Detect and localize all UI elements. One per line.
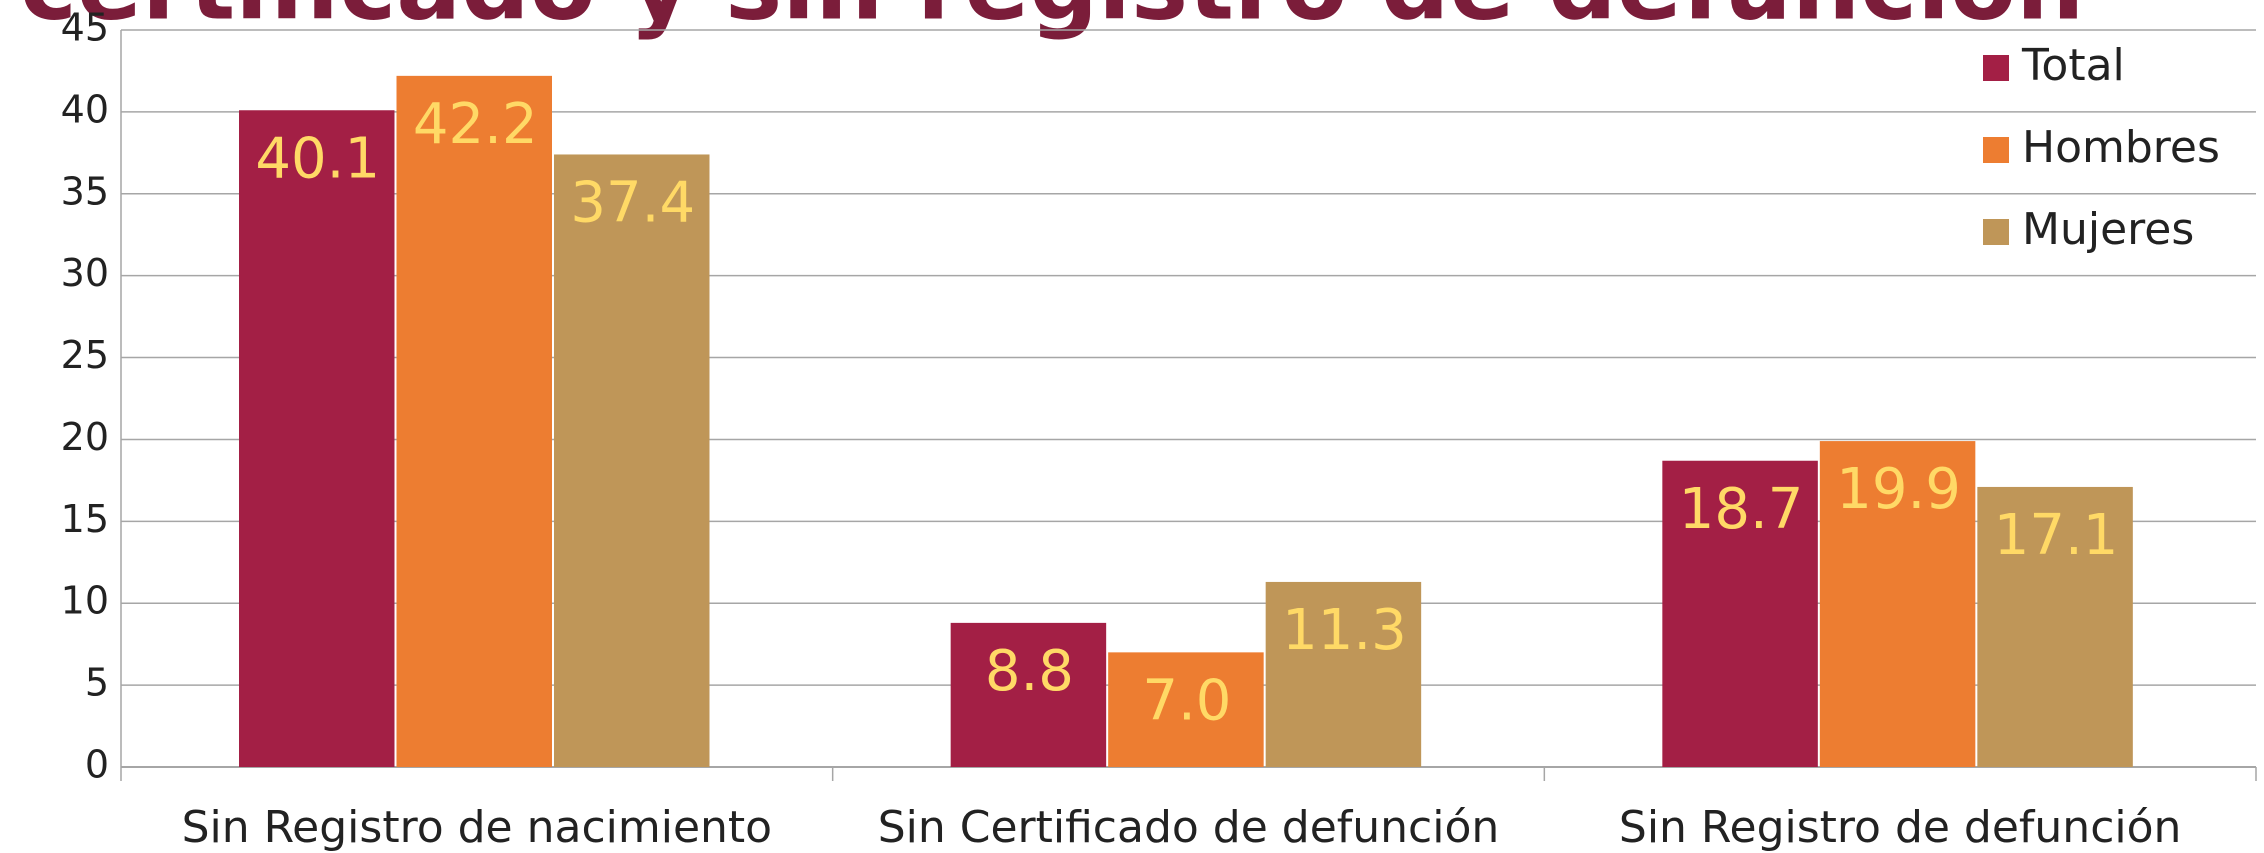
- x-tick-label: Sin Registro de nacimiento: [182, 802, 773, 853]
- y-tick-label: 40: [61, 87, 109, 131]
- legend-label: Total: [2021, 40, 2125, 91]
- value-label: 40.1: [255, 126, 380, 191]
- bar: [1819, 441, 1976, 767]
- bar: [239, 110, 395, 768]
- bar: [1108, 652, 1264, 767]
- x-tick-label: Sin Certificado de defunción: [878, 802, 1500, 853]
- y-tick-label: 15: [61, 497, 109, 541]
- legend-swatch: [1983, 137, 2009, 163]
- bar: [950, 622, 1107, 767]
- legend-swatch: [1983, 55, 2009, 81]
- value-label: 17.1: [1994, 503, 2119, 568]
- value-label: 11.3: [1282, 598, 1407, 663]
- bar: [396, 75, 552, 767]
- legend-label: Mujeres: [2022, 204, 2194, 255]
- value-label: 8.8: [985, 639, 1074, 704]
- bar: [1977, 486, 2133, 767]
- legend-label: Hombres: [2022, 122, 2220, 173]
- y-tick-label: 45: [61, 6, 109, 50]
- y-tick-label: 10: [61, 579, 109, 623]
- bar: [554, 154, 710, 767]
- value-label: 42.2: [413, 92, 538, 157]
- value-label: 37.4: [570, 171, 695, 236]
- y-tick-label: 20: [61, 415, 109, 459]
- value-label: 7.0: [1142, 668, 1231, 733]
- bar: [1662, 460, 1818, 767]
- value-label: 19.9: [1836, 457, 1961, 522]
- y-tick-label: 35: [61, 169, 109, 213]
- y-tick-label: 0: [85, 743, 109, 787]
- y-tick-label: 25: [61, 333, 109, 377]
- y-tick-label: 30: [61, 251, 109, 295]
- legend-swatch: [1983, 219, 2009, 245]
- bar: [1265, 581, 1422, 767]
- chart-title: certificado y sin registro de defunción: [20, 0, 2084, 41]
- x-tick-label: Sin Registro de defunción: [1619, 802, 2182, 853]
- y-tick-label: 5: [85, 661, 109, 705]
- value-label: 18.7: [1679, 477, 1804, 542]
